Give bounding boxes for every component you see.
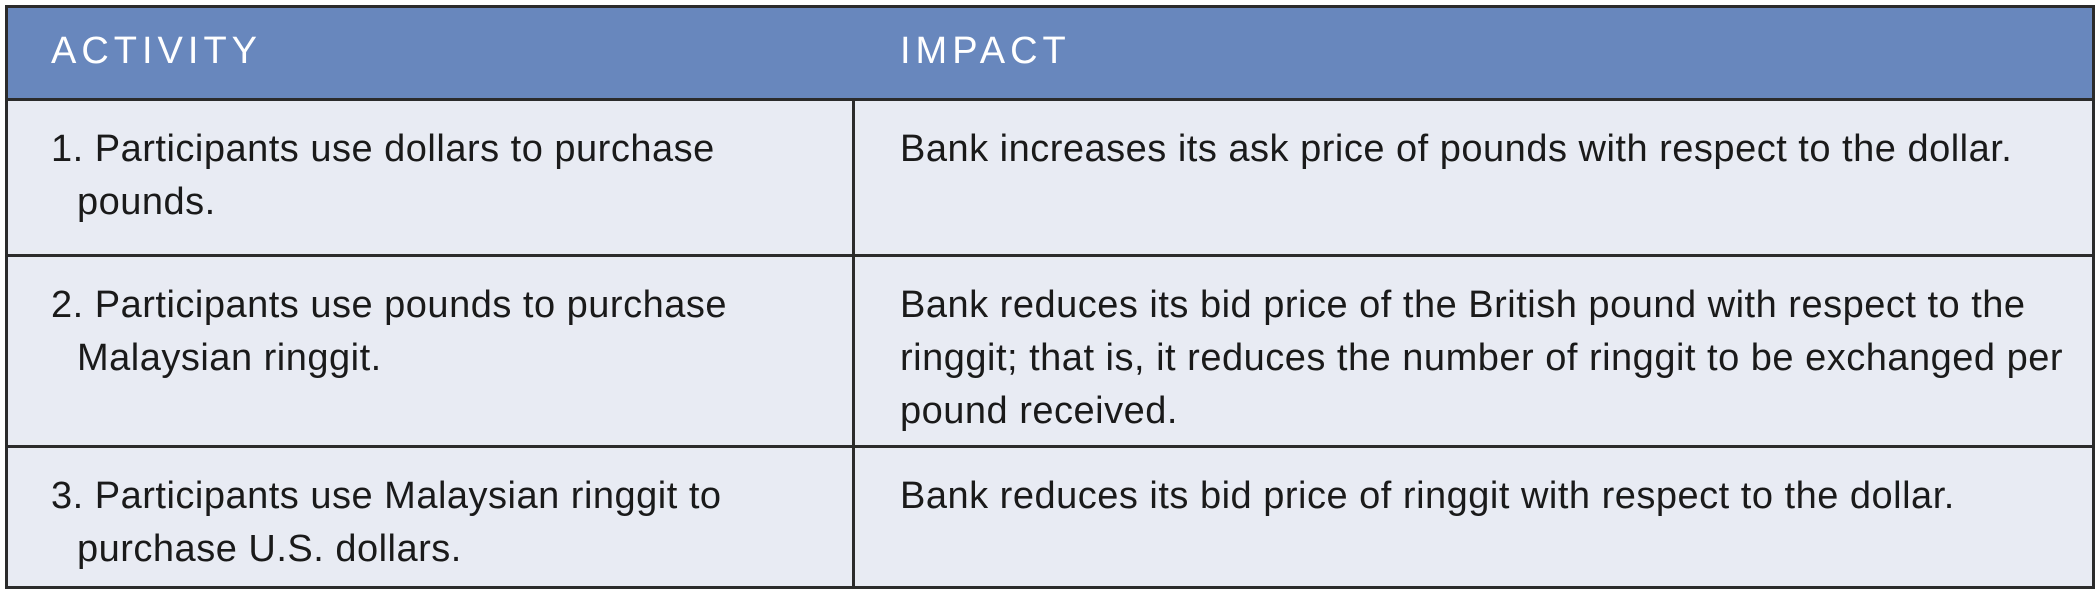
header-impact: IMPACT [900, 30, 1071, 72]
row-1-activity: 1. Participants use dollars to purchase … [51, 128, 715, 223]
column-divider [852, 101, 855, 586]
table-header: ACTIVITY IMPACT [8, 8, 2092, 101]
row-3-activity: 3. Participants use Malaysian ringgit to… [51, 475, 722, 570]
table-row: 3. Participants use Malaysian ringgit to… [8, 448, 2092, 586]
table-row: 2. Participants use pounds to purchase M… [8, 257, 2092, 448]
table-row: 1. Participants use dollars to purchase … [8, 101, 2092, 257]
header-activity: ACTIVITY [51, 30, 263, 72]
row-1-impact: Bank increases its ask price of pounds w… [900, 128, 2013, 170]
activity-impact-table: ACTIVITY IMPACT 1. Participants use doll… [5, 5, 2095, 589]
row-2-activity: 2. Participants use pounds to purchase M… [51, 284, 727, 379]
row-3-impact: Bank reduces its bid price of ringgit wi… [900, 475, 1955, 517]
row-2-impact: Bank reduces its bid price of the Britis… [900, 284, 2063, 432]
